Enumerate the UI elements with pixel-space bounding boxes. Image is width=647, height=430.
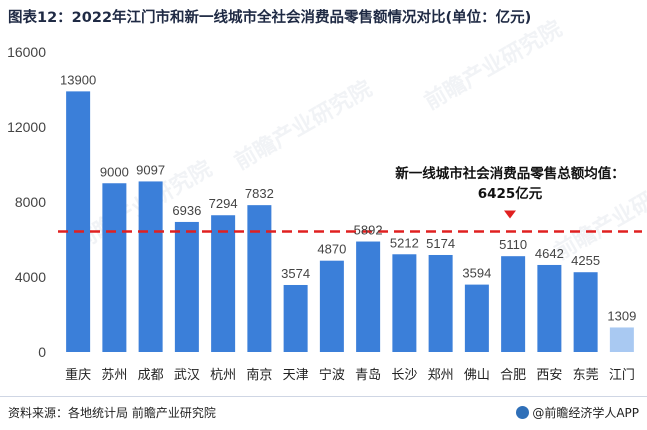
- x-tick-label: 江门: [609, 368, 635, 383]
- x-tick-label: 重庆: [65, 367, 91, 383]
- x-tick-label: 南京: [246, 367, 272, 383]
- bar-宁波: [319, 260, 344, 352]
- y-tick-label: 0: [38, 344, 46, 360]
- bar-西安: [537, 264, 562, 352]
- y-tick-label: 4000: [15, 269, 46, 285]
- value-label: 13900: [60, 72, 96, 87]
- chart-title: 图表12：2022年江门市和新一线城市全社会消费品零售额情况对比(单位：亿元): [8, 10, 532, 26]
- average-line-group: 新一线城市社会消费品零售总额均值： 6425亿元: [58, 165, 642, 233]
- x-tick-label: 苏州: [101, 367, 127, 383]
- x-axis-ticks: 重庆 苏州 成都 武汉 杭州 南京 天津 宁波 青岛 长沙 郑州 佛山 合肥 西安 东莞 江门: [65, 367, 635, 383]
- bar-南京: [247, 205, 272, 352]
- bar-青岛: [356, 241, 381, 352]
- y-axis-ticks: 0 4000 8000 12000 16000: [7, 44, 46, 360]
- value-label: 5110: [499, 237, 527, 252]
- bar-重庆: [66, 91, 91, 352]
- brand-credit: @前瞻经济学人APP: [516, 404, 639, 421]
- value-label: 6936: [172, 203, 201, 218]
- value-label: 4870: [317, 242, 346, 257]
- y-tick-label: 12000: [7, 119, 46, 135]
- x-tick-label: 合肥: [500, 368, 526, 383]
- average-marker-icon: [504, 210, 516, 219]
- x-tick-label: 东莞: [573, 368, 599, 383]
- value-label: 5892: [354, 223, 383, 238]
- average-label-line2: 6425亿元: [478, 185, 543, 202]
- bar-杭州: [211, 215, 236, 352]
- bar-郑州: [428, 254, 453, 352]
- y-tick-label: 16000: [7, 44, 46, 60]
- x-tick-label: 宁波: [319, 367, 345, 383]
- y-tick-label: 8000: [15, 194, 46, 210]
- brand-logo-icon: [516, 406, 530, 419]
- watermark-text: 前瞻产业研究院: [230, 76, 376, 176]
- bar-武汉: [174, 221, 199, 352]
- bar-长沙: [392, 254, 417, 352]
- bar-天津: [283, 284, 308, 352]
- bar-chart: 前瞻产业研究院前瞻产业研究院前瞻产业研究院前瞻产业研究院 04000800012…: [7, 16, 647, 383]
- x-tick-label: 武汉: [174, 368, 200, 383]
- x-tick-label: 长沙: [391, 368, 417, 383]
- x-tick-label: 青岛: [355, 367, 381, 383]
- bar-合肥: [501, 256, 526, 352]
- watermark-text: 前瞻产业研究院: [420, 16, 566, 116]
- value-label: 3594: [462, 266, 491, 281]
- value-label: 5212: [390, 235, 419, 250]
- value-label: 7294: [209, 196, 238, 211]
- x-tick-label: 成都: [138, 368, 164, 383]
- footer-divider: [0, 396, 647, 397]
- value-label: 4255: [571, 253, 600, 268]
- value-label: 5174: [426, 236, 455, 251]
- x-tick-label: 郑州: [428, 368, 454, 383]
- brand-credit-text: @前瞻经济学人APP: [532, 406, 639, 420]
- average-label-line1: 新一线城市社会消费品零售总额均值：: [395, 165, 625, 182]
- bar-成都: [138, 181, 163, 352]
- value-label: 3574: [281, 266, 310, 281]
- bars: [66, 91, 634, 352]
- value-label: 9097: [136, 162, 165, 177]
- x-tick-label: 西安: [536, 368, 562, 383]
- bar-东莞: [573, 272, 598, 352]
- bar-江门: [609, 327, 634, 352]
- bar-苏州: [102, 183, 127, 352]
- value-labels: 13900 9000 9097 6936 7294 7832 3574 4870 5892 521…: [60, 72, 636, 323]
- value-label: 4642: [535, 246, 564, 261]
- source-note: 资料来源：各地统计局 前瞻产业研究院: [8, 406, 216, 420]
- value-label: 9000: [100, 164, 129, 179]
- x-tick-label: 佛山: [464, 368, 490, 383]
- value-label: 7832: [245, 186, 274, 201]
- value-label: 1309: [607, 308, 636, 323]
- bar-佛山: [464, 284, 489, 352]
- x-tick-label: 天津: [283, 368, 309, 383]
- x-tick-label: 杭州: [210, 368, 236, 383]
